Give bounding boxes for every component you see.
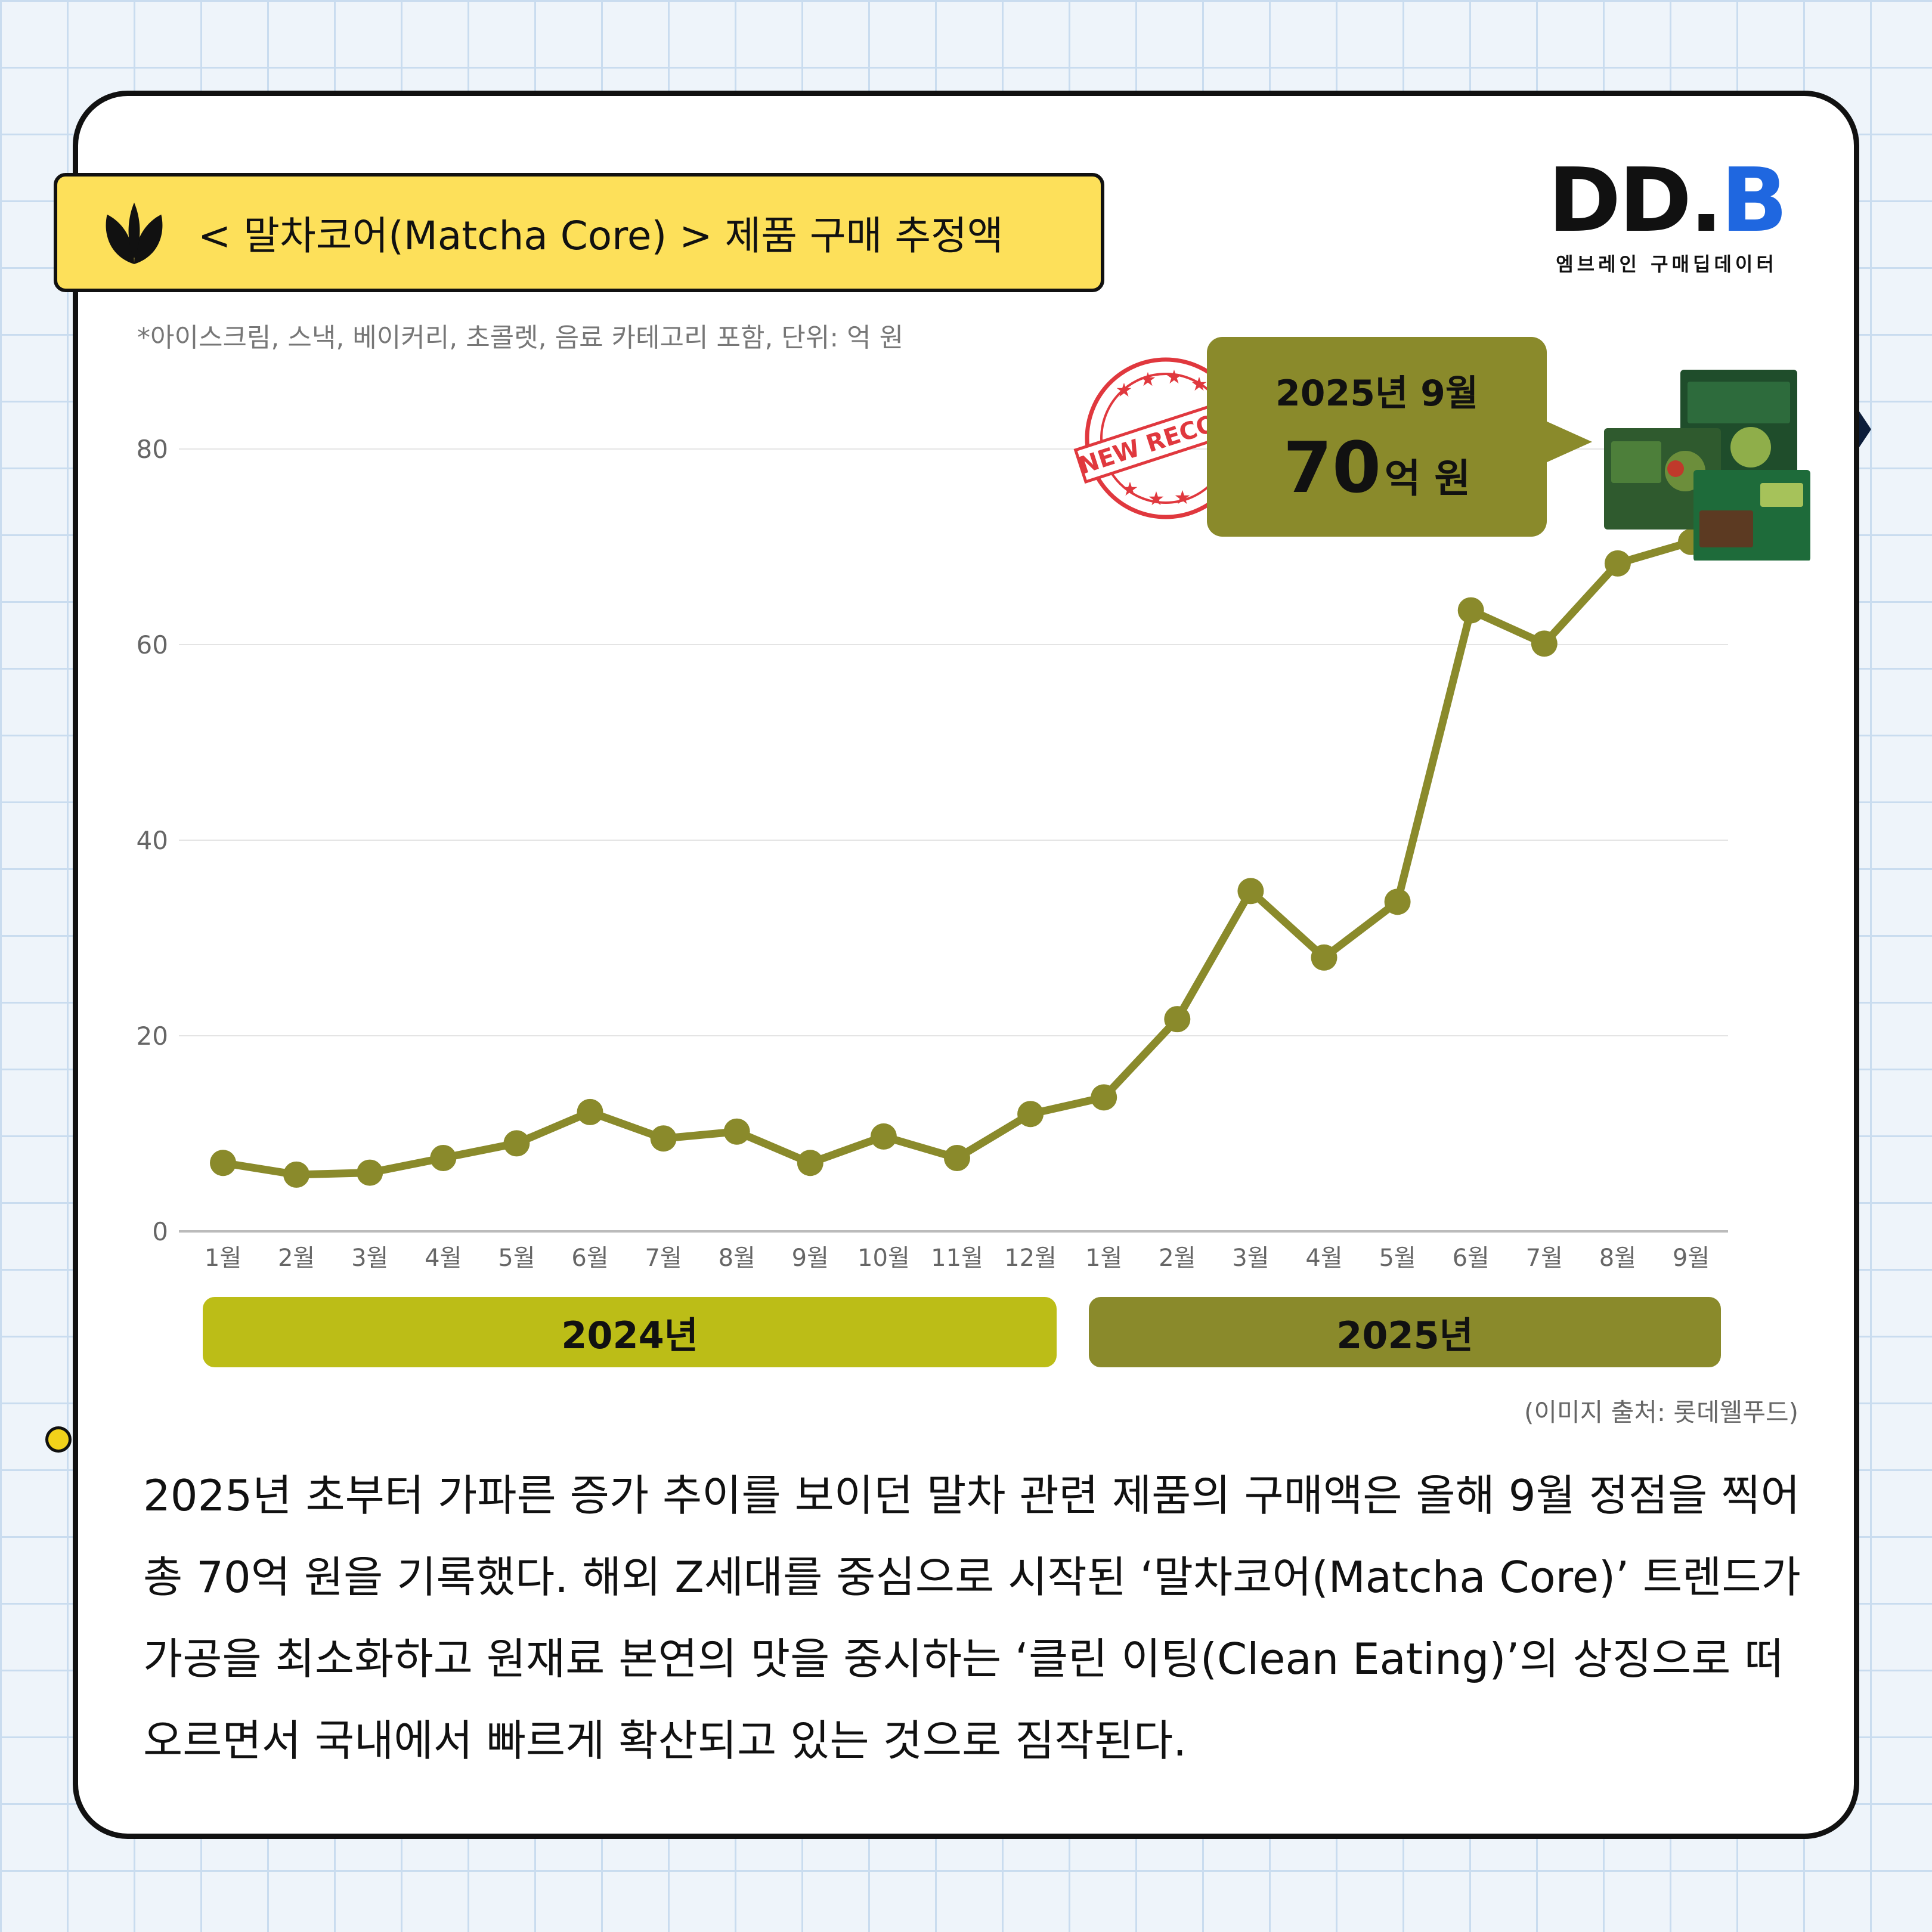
x-tick-label: 8월 bbox=[1599, 1244, 1636, 1272]
svg-text:★: ★ bbox=[1122, 478, 1139, 500]
x-tick-label: 5월 bbox=[1379, 1244, 1416, 1272]
callout-pointer bbox=[1544, 420, 1592, 463]
x-tick-label: 5월 bbox=[498, 1244, 535, 1272]
logo-subtitle: 엠브레인 구매딥데이터 bbox=[1556, 253, 1778, 275]
series-line bbox=[219, 538, 1695, 1179]
svg-text:★: ★ bbox=[1191, 373, 1208, 395]
svg-text:★: ★ bbox=[1174, 486, 1191, 509]
svg-text:★: ★ bbox=[1116, 379, 1133, 401]
callout-date: 2025년 9월 bbox=[1275, 373, 1479, 414]
data-point bbox=[430, 1145, 457, 1171]
title-banner: < 말차코어(Matcha Core) > 제품 구매 추정액 bbox=[54, 173, 1104, 292]
x-tick-label: 1월 bbox=[1085, 1244, 1122, 1272]
data-point bbox=[503, 1130, 530, 1157]
x-tick-label: 11월 bbox=[931, 1244, 983, 1272]
data-point bbox=[283, 1161, 310, 1188]
data-point bbox=[577, 1098, 603, 1125]
image-credit: (이미지 출처: 롯데웰푸드) bbox=[1524, 1398, 1798, 1427]
ddb-logo: DD.B 엠브레인 구매딥데이터 bbox=[1544, 156, 1789, 277]
x-tick-label: 12월 bbox=[1004, 1244, 1057, 1272]
data-point bbox=[1017, 1101, 1044, 1128]
x-tick-label: 9월 bbox=[1673, 1244, 1710, 1272]
chart-title: < 말차코어(Matcha Core) > 제품 구매 추정액 bbox=[198, 213, 1004, 259]
x-tick-label: 7월 bbox=[645, 1244, 682, 1272]
x-tick-label: 7월 bbox=[1526, 1244, 1563, 1272]
data-point bbox=[1311, 944, 1337, 971]
data-point bbox=[1237, 878, 1264, 905]
svg-text:★: ★ bbox=[1166, 366, 1183, 388]
data-point bbox=[723, 1118, 750, 1145]
x-tick-label: 6월 bbox=[1453, 1244, 1490, 1272]
data-point bbox=[1164, 1006, 1191, 1033]
logo-mark: DD.B bbox=[1547, 149, 1788, 252]
x-tick-label: 4월 bbox=[1305, 1244, 1342, 1272]
data-point bbox=[1604, 550, 1631, 577]
data-point bbox=[650, 1125, 677, 1152]
x-tick-label: 8월 bbox=[719, 1244, 756, 1272]
tea-leaf-icon bbox=[106, 202, 163, 264]
svg-text:★: ★ bbox=[1140, 368, 1157, 391]
y-tick-label: 60 bbox=[137, 630, 168, 660]
x-tick-label: 9월 bbox=[792, 1244, 829, 1272]
x-tick-label: 2월 bbox=[1159, 1244, 1196, 1272]
callout-unit: 억 원 bbox=[1384, 456, 1471, 501]
y-tick-label: 80 bbox=[137, 435, 168, 464]
data-point bbox=[357, 1159, 383, 1186]
x-tick-label: 1월 bbox=[205, 1244, 242, 1272]
y-tick-label: 20 bbox=[137, 1021, 168, 1051]
matcha-products-image bbox=[1604, 370, 1813, 562]
description-paragraph: 2025년 초부터 가파른 증가 추이를 보이던 말차 관련 제품의 구매액은 … bbox=[143, 1470, 1801, 1766]
data-point bbox=[1457, 597, 1484, 624]
x-tick-label: 6월 bbox=[571, 1244, 608, 1272]
x-tick-label: 10월 bbox=[857, 1244, 910, 1272]
y-tick-label: 40 bbox=[137, 826, 168, 855]
data-point bbox=[210, 1150, 236, 1176]
year-bar-2025: 2025년 bbox=[1089, 1297, 1721, 1367]
data-point bbox=[1531, 630, 1558, 657]
x-tick-label: 3월 bbox=[351, 1244, 388, 1272]
svg-text:★: ★ bbox=[1148, 487, 1165, 510]
data-point bbox=[797, 1150, 823, 1176]
x-tick-label: 3월 bbox=[1232, 1244, 1269, 1272]
callout-value: 70 억 원 bbox=[1207, 426, 1547, 509]
chart-subtitle: *아이스크림, 스낵, 베이커리, 초콜렛, 음료 카테고리 포함, 단위: 억… bbox=[137, 323, 904, 353]
callout-number: 70 bbox=[1283, 426, 1382, 509]
x-tick-label: 2월 bbox=[278, 1244, 315, 1272]
year-bar-2024: 2024년 bbox=[203, 1297, 1057, 1367]
data-point bbox=[944, 1145, 970, 1171]
y-tick-label: 0 bbox=[152, 1217, 168, 1246]
peak-callout: 2025년 9월 70 억 원 bbox=[1207, 337, 1547, 537]
data-point bbox=[1384, 888, 1411, 915]
content-card bbox=[73, 91, 1859, 1839]
data-point bbox=[870, 1123, 897, 1150]
x-tick-label: 4월 bbox=[425, 1244, 462, 1272]
data-point bbox=[1091, 1084, 1117, 1111]
decorative-dot bbox=[45, 1426, 72, 1453]
